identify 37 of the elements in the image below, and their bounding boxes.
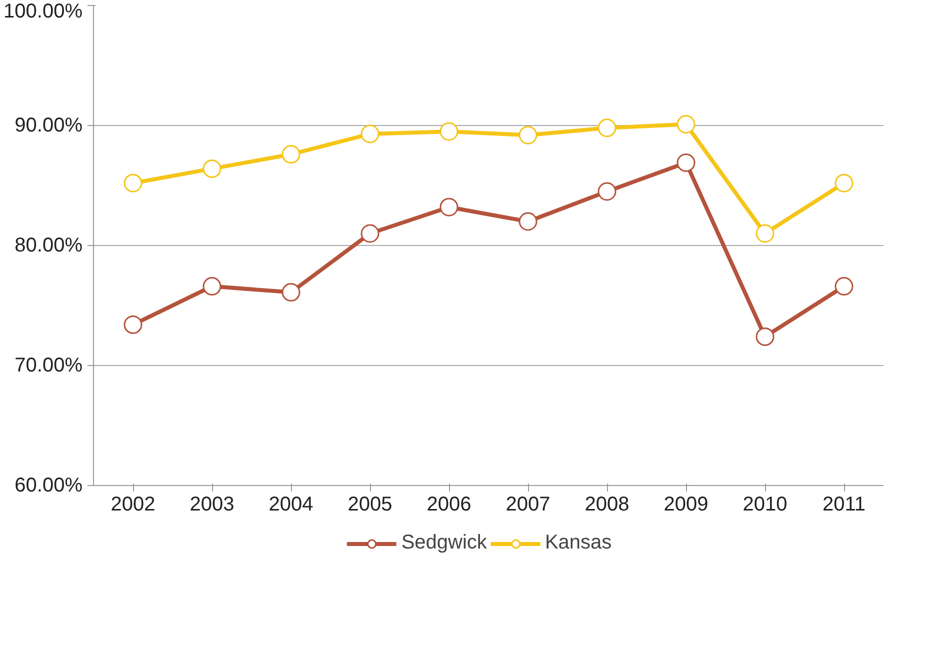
x-tick-label: 2009 — [664, 494, 708, 516]
point — [518, 212, 538, 231]
point — [598, 182, 616, 201]
point — [518, 126, 538, 144]
point — [756, 327, 774, 346]
x-tick-label: 2005 — [348, 494, 392, 516]
point — [282, 145, 300, 164]
x-tick-label: 2003 — [190, 494, 234, 516]
x-tick-label: 2006 — [426, 494, 472, 516]
point — [440, 122, 458, 141]
legend-label: Kansas — [544, 532, 612, 554]
point — [676, 115, 696, 134]
point — [834, 174, 854, 192]
y-tick-label: 70.00% — [14, 354, 83, 376]
point — [202, 159, 222, 178]
y-tick-label: 80.00% — [14, 234, 83, 256]
point — [124, 315, 142, 334]
y-tick-label: 100.00% — [4, 0, 83, 22]
point — [440, 198, 458, 216]
x-tick-label: 2010 — [742, 494, 788, 516]
x-tick-label: 2008 — [584, 494, 630, 516]
y-tick-label: 90.00% — [14, 114, 83, 136]
point — [360, 224, 380, 243]
x-tick-label: 2011 — [822, 494, 866, 516]
point — [282, 283, 300, 302]
y-tick-label: 60.00% — [14, 474, 83, 496]
point — [756, 224, 774, 243]
point — [676, 153, 696, 172]
point — [124, 174, 142, 192]
x-tick-label: 2004 — [268, 494, 314, 516]
point — [202, 277, 222, 296]
point — [598, 118, 616, 138]
x-tick-label: 2007 — [506, 494, 550, 516]
legend-label: Sedgwick — [401, 532, 487, 554]
point — [360, 124, 380, 144]
point — [834, 277, 854, 296]
x-tick-label: 2002 — [110, 494, 156, 516]
